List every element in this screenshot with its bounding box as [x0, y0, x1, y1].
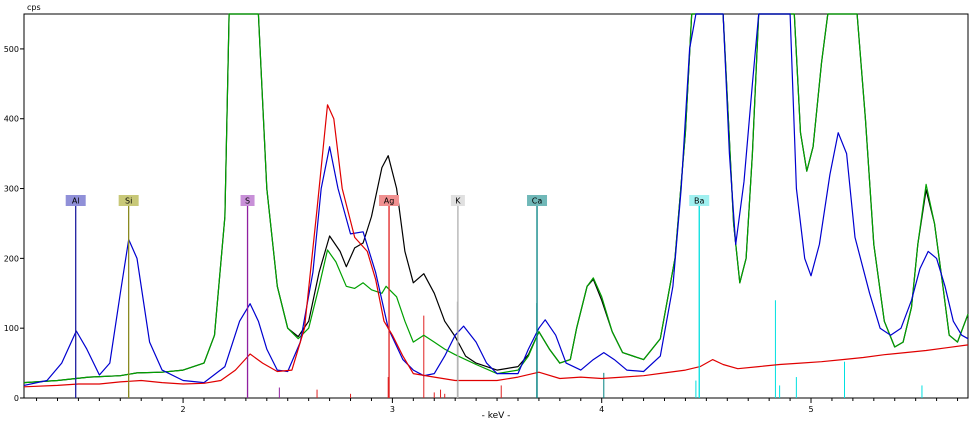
y-tick-label: 0: [14, 394, 19, 403]
element-marker-box: [65, 195, 86, 206]
x-tick-label: 4: [599, 405, 604, 414]
x-tick-label: 2: [181, 405, 186, 414]
y-tick-label: 100: [4, 324, 19, 333]
x-axis-label: - keV -: [482, 411, 511, 421]
y-tick-label: 500: [4, 45, 19, 54]
y-tick-label: 200: [4, 254, 19, 263]
y-tick-label: 400: [4, 115, 19, 124]
element-marker-label: Ag: [384, 197, 395, 206]
spectrum-series-line: [23, 104, 969, 388]
element-marker-box: [240, 195, 255, 206]
x-axis: 2 3 4 5: [36, 398, 959, 414]
x-tick-label: 3: [390, 405, 395, 414]
spectrum-series-line: [23, 13, 969, 386]
element-marker-label: S: [245, 197, 250, 206]
element-marker-box: [527, 195, 548, 206]
element-markers: Al Si S Ag K Ca Ba: [65, 195, 710, 398]
element-marker-label: Si: [125, 197, 132, 206]
element-marker-label: Al: [72, 197, 80, 206]
y-tick-label: 300: [4, 185, 19, 194]
element-marker-box: [118, 195, 139, 206]
plot-frame: [23, 13, 969, 399]
element-marker-box: [379, 195, 400, 206]
element-marker-label: Ca: [532, 197, 543, 206]
element-marker-label: Ba: [694, 197, 704, 206]
spectrum-series: [23, 13, 969, 388]
y-axis: 0 100 200 300 400 500: [4, 45, 24, 403]
element-marker-box: [689, 195, 710, 206]
x-tick-label: 5: [808, 405, 813, 414]
spectrum-series-line: [23, 13, 969, 384]
y-axis-unit-label: cps: [27, 3, 41, 12]
element-marker-box: [450, 195, 465, 206]
element-marker-label: K: [455, 197, 461, 206]
